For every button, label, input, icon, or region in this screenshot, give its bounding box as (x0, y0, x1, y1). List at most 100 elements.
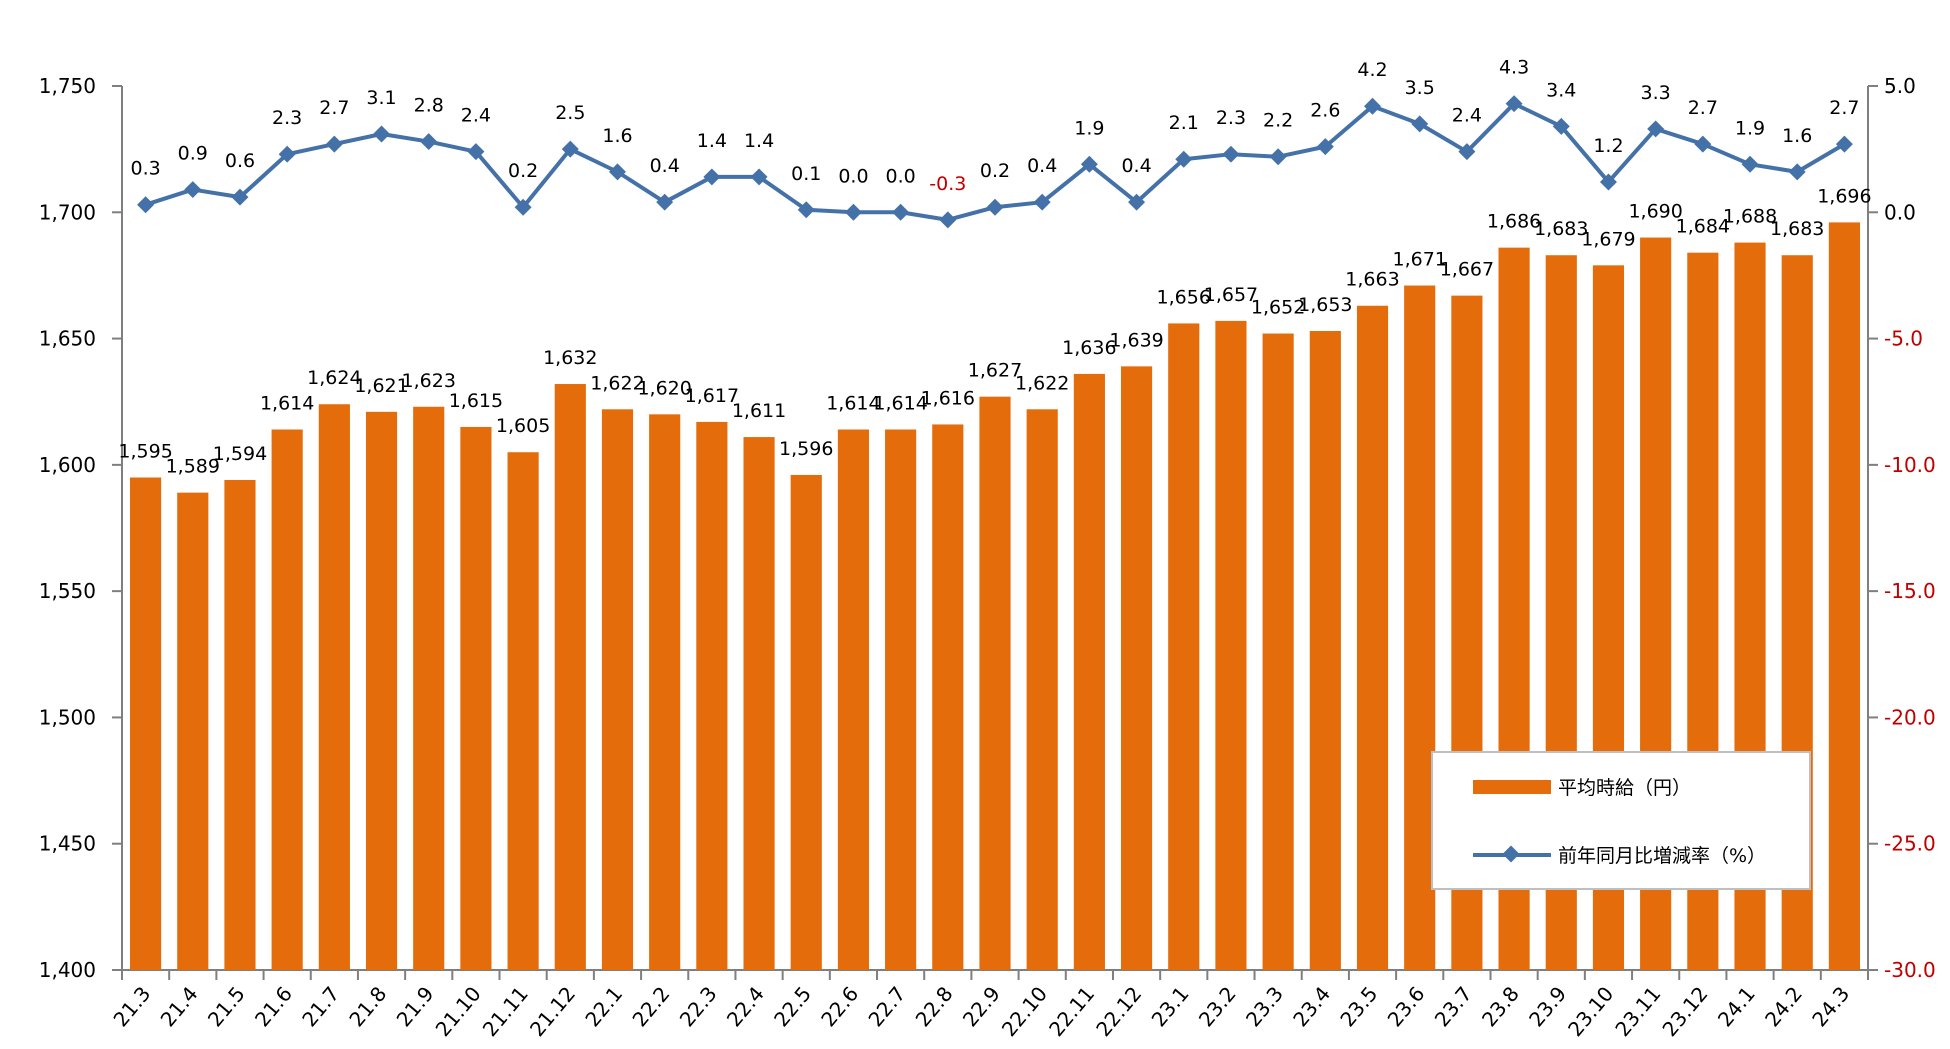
x-category-label: 22.4 (722, 982, 769, 1032)
x-category-label: 23.1 (1147, 982, 1194, 1032)
line-data-label: 1.9 (1074, 117, 1104, 139)
bar (1356, 305, 1389, 970)
line-point (939, 211, 957, 229)
legend-label-bar: 平均時給（円） (1558, 777, 1691, 799)
line-data-label: -0.3 (929, 173, 966, 195)
line-point (703, 168, 721, 186)
bar-data-label: 1,683 (1534, 218, 1588, 240)
bar (1309, 330, 1341, 971)
bar-data-label: 1,621 (354, 375, 408, 397)
bar-data-label: 1,589 (166, 456, 220, 478)
x-category-label: 22.12 (1091, 982, 1146, 1041)
bar-data-label: 1,605 (496, 415, 550, 437)
line-data-label: 0.4 (1121, 155, 1151, 177)
bar-data-label: 1,594 (213, 443, 267, 465)
y-right-tick-label: 0.0 (1884, 200, 1916, 224)
line-data-label: 0.4 (1027, 155, 1057, 177)
x-category-label: 22.2 (627, 982, 674, 1032)
line-data-label: 1.4 (744, 130, 774, 152)
bar-data-label: 1,595 (118, 440, 172, 462)
bar (413, 406, 445, 970)
y-right-tick-label: -5.0 (1884, 327, 1923, 351)
line-data-label: 3.4 (1546, 79, 1576, 101)
line-point (986, 198, 1004, 216)
line-point (609, 163, 626, 181)
x-category-label: 22.3 (675, 982, 722, 1032)
y-left-tick-label: 1,450 (39, 832, 96, 856)
y-right-tick-label: -20.0 (1884, 705, 1936, 729)
line-data-label: 2.1 (1169, 112, 1199, 134)
bar-data-label: 1,627 (968, 360, 1022, 382)
bar (1120, 366, 1153, 971)
bar-data-label: 1,657 (1204, 284, 1258, 306)
line-data-label: 3.5 (1405, 77, 1435, 99)
legend-swatch-marker (1502, 845, 1520, 863)
x-category-label: 23.3 (1241, 982, 1288, 1032)
line-data-label: 2.3 (1216, 107, 1246, 129)
line-data-label: 2.3 (272, 107, 302, 129)
legend-swatch-bar (1473, 780, 1551, 794)
x-category-label: 23.7 (1430, 982, 1477, 1032)
line-data-label: 0.2 (508, 160, 538, 182)
y-right-tick-label: -15.0 (1884, 579, 1936, 603)
line-data-label: 2.6 (1310, 100, 1340, 122)
line-point (561, 140, 579, 158)
line-point (1269, 148, 1287, 166)
bar-data-label: 1,614 (826, 392, 880, 414)
x-category-label: 23.5 (1335, 982, 1382, 1032)
bar (1262, 333, 1294, 970)
x-category-label: 22.8 (911, 982, 958, 1032)
line-data-label: 2.4 (461, 105, 491, 127)
line-point (656, 193, 674, 211)
line-data-label: 1.9 (1735, 117, 1765, 139)
line-point (1222, 145, 1240, 163)
line-point (1788, 163, 1806, 181)
line-point (1411, 115, 1429, 133)
line-point (137, 196, 155, 214)
bar-data-label: 1,686 (1487, 211, 1541, 233)
line-data-label: 3.1 (366, 87, 396, 109)
line-point (797, 201, 815, 219)
line-point (844, 203, 862, 221)
bar-data-label: 1,667 (1440, 259, 1494, 281)
bar-data-label: 1,671 (1392, 249, 1446, 271)
line-data-label: 2.7 (1829, 97, 1859, 119)
bar (1215, 320, 1247, 970)
line-point (231, 188, 249, 206)
bar-data-label: 1,624 (307, 367, 361, 389)
bar-series (130, 222, 1860, 971)
x-category-label: 22.11 (1044, 982, 1099, 1041)
bar (696, 421, 728, 970)
bar (271, 429, 303, 970)
bar-data-label: 1,639 (1109, 329, 1163, 351)
bar (743, 437, 775, 970)
line-data-label: 1.6 (602, 125, 632, 147)
x-category-label: 23.2 (1194, 982, 1241, 1032)
line-data-label: 0.2 (980, 160, 1010, 182)
line-point (278, 145, 296, 163)
bar-data-label: 1,614 (873, 392, 927, 414)
x-category-label: 22.10 (997, 982, 1052, 1041)
line-data-label: 2.4 (1452, 105, 1482, 127)
bar-data-label: 1,596 (779, 438, 833, 460)
line-point (1694, 135, 1712, 153)
category-axis-labels: 21.3 21.4 21.5 21.6 21.7 21.8 21.921.1021.1121… (108, 982, 1854, 1041)
x-category-label: 23.4 (1288, 982, 1335, 1032)
line-point (325, 135, 343, 153)
legend-label-line: 前年同月比増減率（%） (1558, 845, 1766, 867)
bar (1828, 222, 1860, 971)
bar (601, 409, 634, 970)
bar-data-label: 1,663 (1345, 269, 1399, 291)
bar (507, 452, 539, 970)
bar-data-label: 1,696 (1817, 185, 1871, 207)
x-category-label: 24.2 (1760, 982, 1807, 1032)
bar-data-label: 1,622 (590, 372, 644, 394)
bar-data-label: 1,688 (1723, 206, 1777, 228)
axes: 1,400 1,450 1,500 1,550 1,600 1,650 1,700 1,750… (39, 74, 1936, 982)
y-left-tick-label: 1,700 (39, 200, 96, 224)
line-point (892, 203, 910, 221)
x-category-label: 22.7 (863, 982, 910, 1032)
bar (1026, 409, 1058, 970)
x-category-label: 23.11 (1610, 982, 1665, 1041)
x-category-label: 21.8 (344, 982, 391, 1032)
